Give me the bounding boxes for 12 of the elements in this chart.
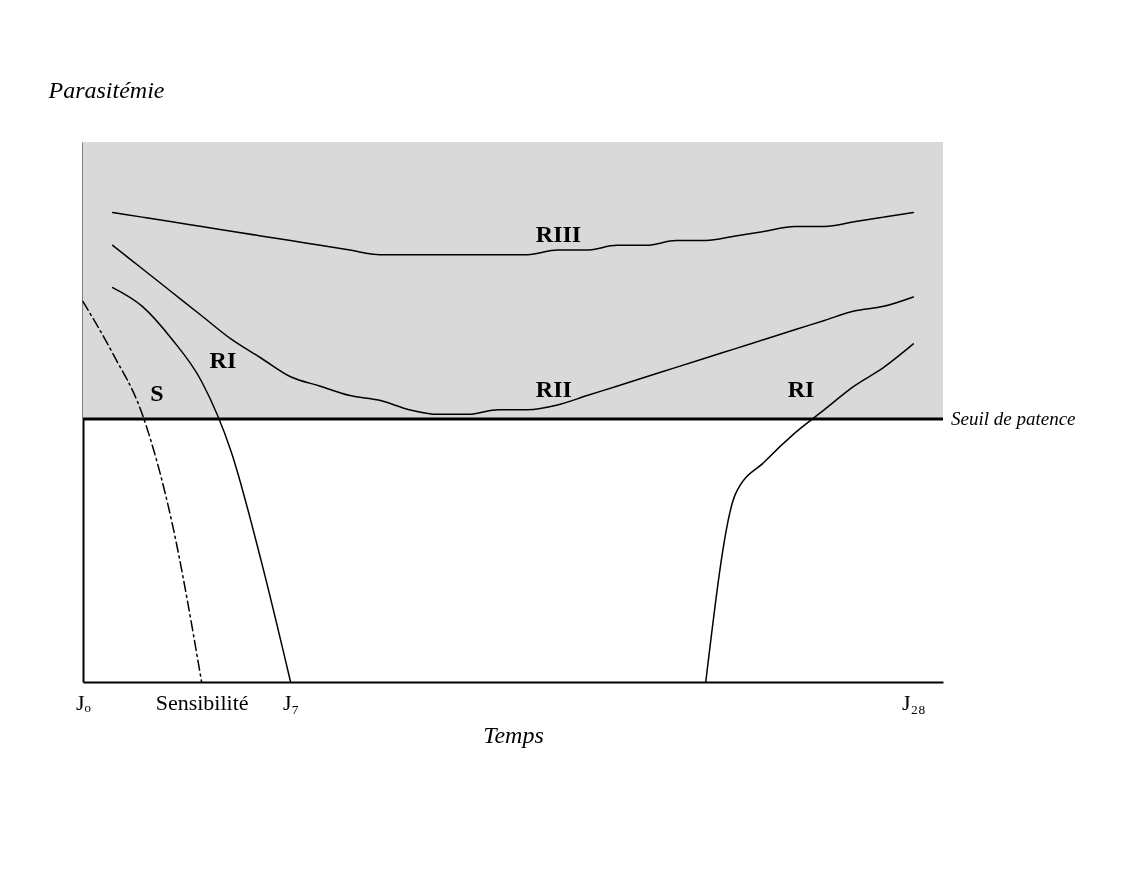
series-label: S	[150, 380, 164, 407]
x-axis-title: Temps	[483, 721, 544, 748]
x-tick-label: Sensibilité	[155, 689, 249, 715]
series-label: RI	[209, 347, 237, 374]
series-label: RIII	[535, 220, 582, 247]
x-tick-label: Jₒ	[76, 689, 91, 715]
series-label: RII	[535, 375, 572, 402]
y-axis-title: Parasitémie	[47, 76, 165, 103]
x-tick-label: J₂₈	[901, 689, 926, 715]
series-label: RI	[787, 375, 815, 402]
x-tick-label: J₇	[282, 689, 300, 715]
ref-line-label: Seuil de patence	[951, 408, 1076, 430]
